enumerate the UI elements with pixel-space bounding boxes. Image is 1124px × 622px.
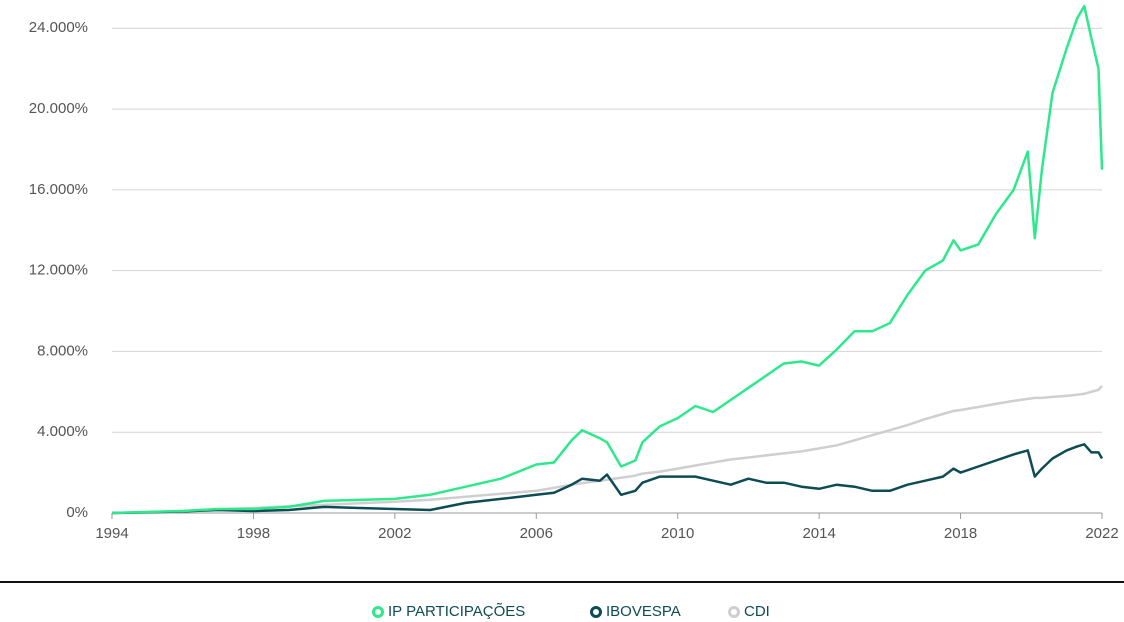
y-tick-label: 0%: [66, 504, 88, 521]
legend-label: IP PARTICIPAÇÕES: [388, 603, 525, 620]
y-tick-label: 16.000%: [29, 181, 88, 198]
x-tick-label: 1994: [95, 525, 128, 542]
x-tick-label: 2014: [802, 525, 835, 542]
y-tick-label: 20.000%: [29, 100, 88, 117]
x-tick-label: 2018: [944, 525, 977, 542]
x-tick-label: 2006: [520, 525, 553, 542]
x-tick-label: 1998: [237, 525, 270, 542]
y-tick-label: 8.000%: [37, 342, 88, 359]
y-tick-label: 4.000%: [37, 423, 88, 440]
y-tick-label: 24.000%: [29, 19, 88, 36]
series-line: [111, 443, 1104, 515]
legend-marker: [590, 606, 602, 618]
x-tick-label: 2022: [1085, 525, 1118, 542]
x-tick-label: 2002: [378, 525, 411, 542]
legend-marker: [728, 606, 740, 618]
x-tick-label: 2010: [661, 525, 694, 542]
legend-label: CDI: [744, 603, 770, 620]
y-tick-label: 12.000%: [29, 262, 88, 279]
series-line: [111, 4, 1104, 515]
legend-marker: [372, 606, 384, 618]
legend-label: IBOVESPA: [606, 603, 681, 620]
series-line: [111, 384, 1103, 515]
